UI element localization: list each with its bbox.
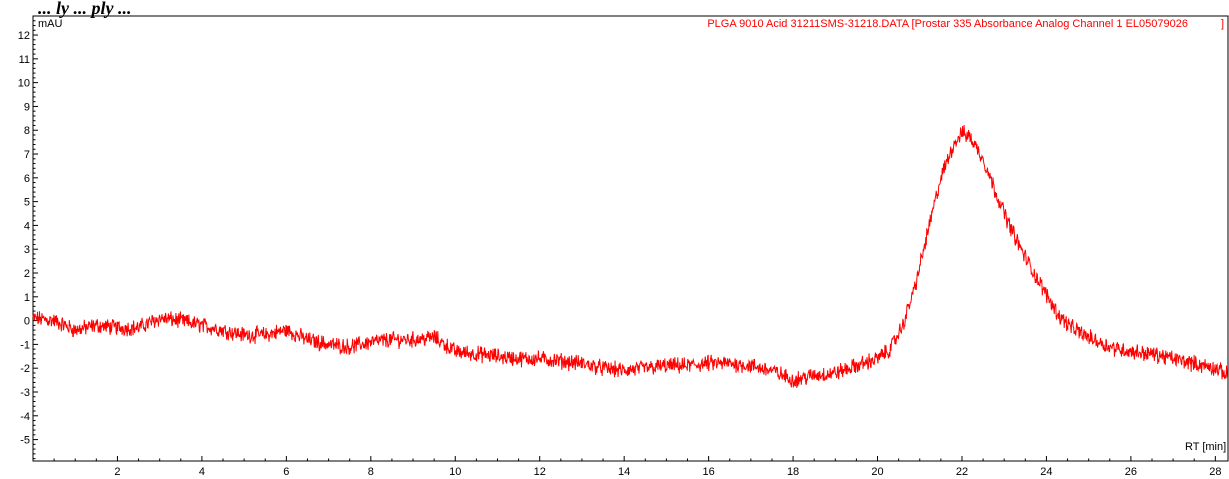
y-tick-label: 12	[18, 30, 30, 42]
x-tick-label: 26	[1125, 466, 1137, 478]
y-tick-label: 8	[24, 125, 30, 137]
x-tick-label: 12	[534, 466, 546, 478]
y-tick-label: 2	[24, 268, 30, 280]
y-tick-label: -4	[20, 411, 30, 423]
x-axis: 2 4 6 8 10 12 14 16 18 20 22 24 26 28	[32, 456, 1221, 478]
y-tick-label: 1	[24, 292, 30, 304]
y-tick-label: 11	[19, 54, 30, 66]
x-tick-label: 14	[618, 466, 630, 478]
y-tick-label: 4	[24, 220, 30, 232]
x-axis-unit-label: RT [min]	[1185, 441, 1226, 453]
x-tick-label: 6	[283, 466, 289, 478]
x-tick-label: 28	[1209, 466, 1221, 478]
page-heading: ... ly ... ply ...	[38, 0, 131, 18]
plot-frame	[32, 15, 1229, 462]
y-tick-label: 7	[24, 149, 30, 161]
y-axis-unit-label: mAU	[38, 18, 63, 30]
y-tick-label: 5	[24, 197, 30, 209]
trace-title: PLGA 9010 Acid 31211SMS-31218.DATA [Pros…	[707, 18, 1188, 30]
x-tick-label: 4	[199, 466, 205, 478]
x-tick-label: 2	[114, 466, 120, 478]
absorbance-trace	[32, 124, 1229, 388]
x-tick-label: 16	[702, 466, 714, 478]
y-tick-label: -2	[20, 363, 30, 375]
x-tick-label: 22	[956, 466, 968, 478]
y-tick-label: 9	[24, 101, 30, 113]
x-tick-label: 8	[368, 466, 374, 478]
y-tick-label: -5	[20, 435, 30, 447]
y-tick-label: 6	[24, 173, 30, 185]
trace-title-end: ]	[1221, 18, 1224, 30]
y-tick-label: -1	[20, 339, 30, 351]
x-tick-label: 24	[1040, 466, 1052, 478]
x-tick-label: 18	[787, 466, 799, 478]
y-tick-label: 3	[24, 244, 30, 256]
y-tick-label: 10	[18, 78, 30, 90]
y-tick-label: 0	[24, 316, 30, 328]
x-tick-label: 10	[449, 466, 461, 478]
y-tick-label: -3	[20, 387, 30, 399]
x-tick-label: 20	[871, 466, 883, 478]
